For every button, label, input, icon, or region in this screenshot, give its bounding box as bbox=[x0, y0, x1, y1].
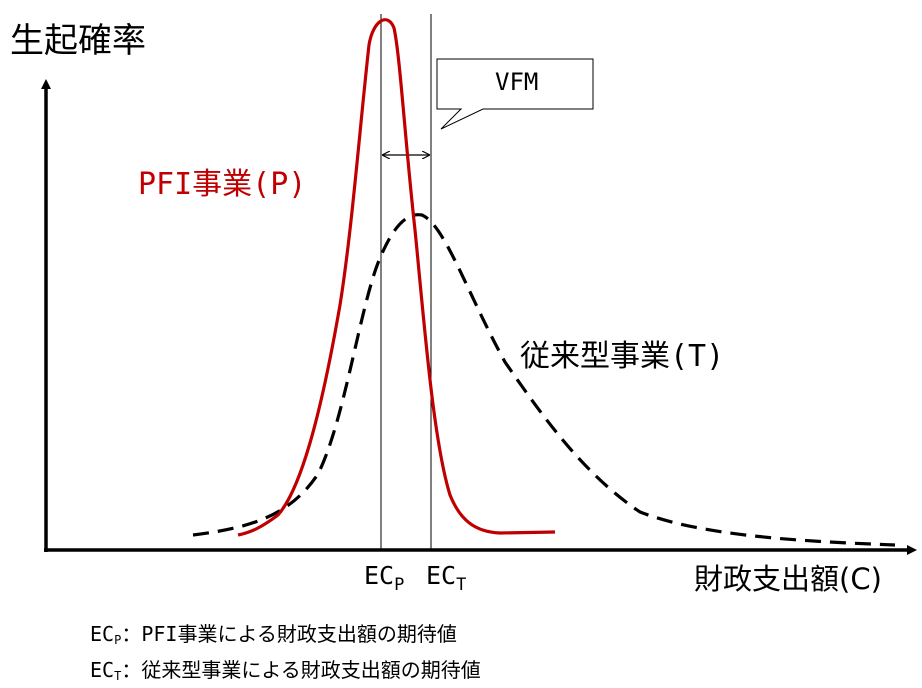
ect-tick-main: EC bbox=[426, 561, 457, 590]
legend-ecp: ECP：PFI事業による財政支出額の期待値 bbox=[90, 624, 457, 646]
legend-ect-sub: T bbox=[114, 669, 122, 683]
ecp-tick-sub: P bbox=[394, 575, 405, 595]
legend-ect: ECT：従来型事業による財政支出額の期待値 bbox=[90, 660, 481, 682]
traditional-curve bbox=[192, 213, 896, 547]
ect-tick-label: ECT bbox=[426, 563, 466, 594]
y-axis-label: 生起確率 bbox=[10, 21, 146, 61]
legend-ect-main: EC bbox=[90, 658, 115, 682]
x-axis-label: 財政支出額(C) bbox=[694, 562, 882, 596]
ecp-tick-label: ECP bbox=[364, 563, 404, 594]
ect-tick-sub: T bbox=[456, 575, 467, 595]
pfi-curve bbox=[237, 18, 556, 537]
traditional-series-label: 従来型事業(T) bbox=[520, 339, 725, 374]
legend-ect-text: ：従来型事業による財政支出額の期待値 bbox=[121, 658, 481, 682]
vfm-callout-label: VFM bbox=[495, 68, 539, 96]
ecp-tick-main: EC bbox=[364, 561, 395, 590]
legend-ecp-text: ：PFI事業による財政支出額の期待値 bbox=[121, 622, 457, 646]
legend-ecp-sub: P bbox=[114, 633, 122, 647]
vfm-callout bbox=[436, 58, 594, 130]
pfi-series-label: PFI事業(P) bbox=[138, 167, 307, 202]
legend-ecp-main: EC bbox=[90, 622, 115, 646]
